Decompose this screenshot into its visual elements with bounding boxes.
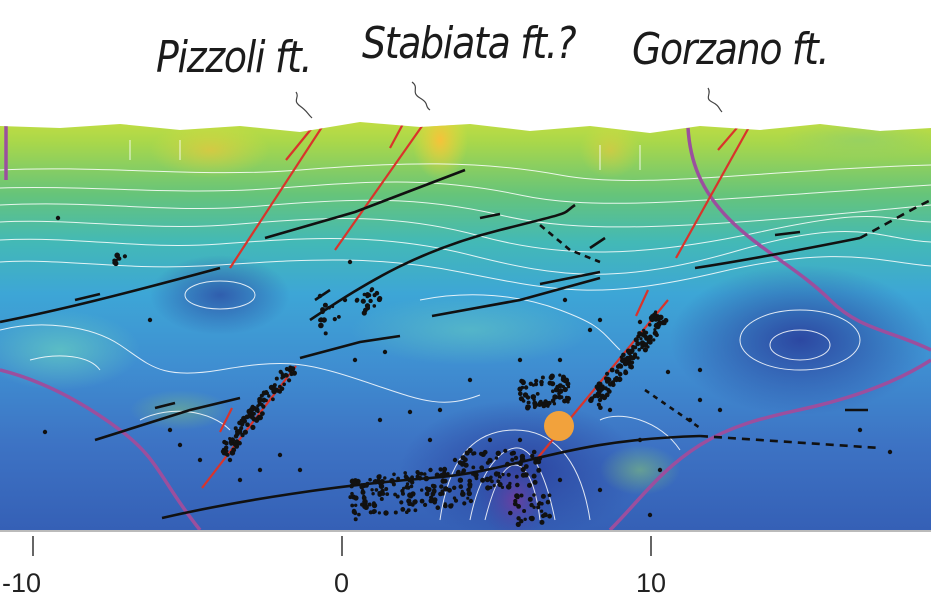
tick-label-0: 0 [334,568,350,598]
purple-boundary-lines [0,126,931,530]
tick-label-minus10: -10 [2,568,42,598]
stabiata-fault-label: Stabiata ft.? [362,18,577,69]
pizzoli-fault-label: Pizzoli ft. [156,32,313,83]
seismicity-dots [42,215,893,528]
thrust-lines [0,168,931,520]
mainshock-marker [544,411,574,441]
tick-label-10: 10 [636,568,667,598]
label-leader-lines [295,81,723,119]
gorzano-fault-label: Gorzano ft. [632,24,830,75]
velocity-section [0,122,931,530]
x-axis [0,530,931,556]
